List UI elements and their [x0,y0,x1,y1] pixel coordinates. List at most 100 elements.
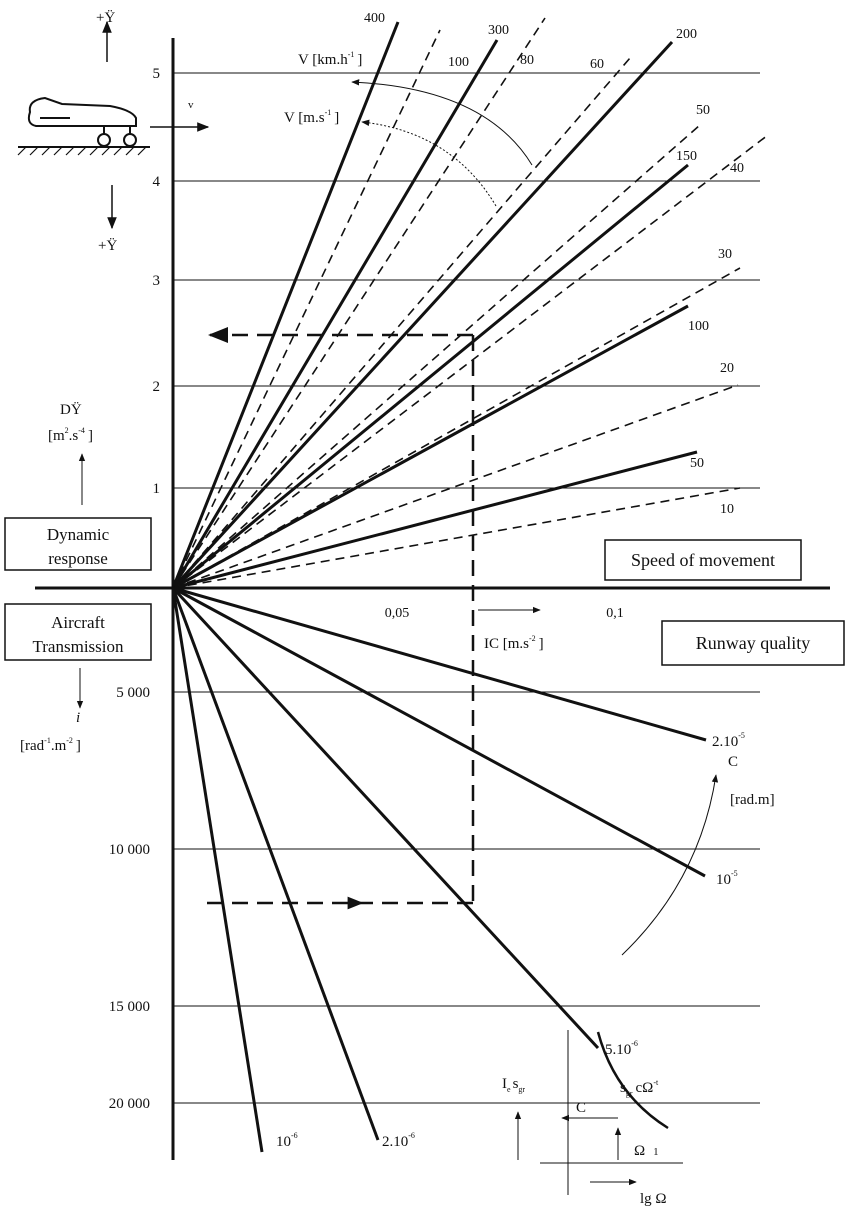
speed-line [171,40,674,590]
tick-label: 0,05 [385,606,410,621]
runway-line [172,586,707,742]
text: -1 [348,50,355,59]
arc [361,119,497,207]
text: 10 [276,1134,291,1150]
arc [621,774,719,956]
runway-line [172,586,706,878]
label: i [76,710,80,726]
text: s [620,1080,626,1096]
speed-label: 300 [488,23,509,38]
speed-line [172,29,441,589]
text: ] [76,738,81,754]
text: -5 [731,869,738,878]
text: V [km.h [298,52,348,68]
box [604,539,802,581]
speed-label: 30 [718,247,732,262]
speed-line [172,304,689,590]
runway-label: 10-6 [276,1131,298,1150]
speed-line [171,39,499,589]
speed-line [172,384,739,589]
text: 1 [653,1146,659,1158]
label: lg Ω [640,1191,667,1207]
tick-label: 5 [153,66,161,82]
box-label: Runway quality [696,633,811,653]
text: IC [m.s [484,636,529,652]
aircraft-icon [17,96,150,156]
text: ] [88,428,93,444]
tick-label: 4 [153,174,161,190]
box [4,517,152,571]
label: DŸ [60,401,82,418]
text: [rad [20,738,45,754]
example-path [203,327,475,905]
box-label: Dynamic [47,525,110,544]
text: -5 [738,731,745,740]
tick-label: 1 [153,481,161,497]
speed-line [172,134,769,589]
tick-label: 15 000 [109,999,150,1015]
runway-label: 5.10-6 [605,1039,638,1058]
speed-label: 50 [690,456,704,471]
box [661,620,845,666]
text: .s [69,428,79,444]
speed-label: 80 [520,53,534,68]
tick-label: 3 [153,273,161,289]
tick-label: 0,1 [606,606,624,621]
label: [rad.m] [730,792,775,808]
text: 10 [716,872,731,888]
tick-label: 20 000 [109,1096,150,1112]
box-label: response [48,549,107,568]
label: sgr cΩ-t [620,1078,659,1098]
inset [514,1030,683,1195]
label: V [km.h-1] [298,50,362,68]
arc [351,79,533,166]
tick-label: 10 000 [109,842,150,858]
speed-line [172,17,546,589]
speed-label: 400 [364,11,385,26]
text: ] [539,636,544,652]
text: 2.10 [382,1134,408,1150]
speed-label: 100 [448,55,469,70]
label: v [188,99,194,111]
runway-label: 2.10-5 [712,731,745,750]
text: -1 [44,736,51,745]
text: I [502,1076,507,1092]
label: +Ÿ [98,237,117,254]
speed-label: 10 [720,502,734,517]
runway-label: 2.10-6 [382,1131,415,1150]
text: 2.10 [712,734,738,750]
speed-line [171,21,400,589]
text: V [m.s [284,110,325,126]
label: V [m.s-1] [284,108,339,126]
box-label: Speed of movement [631,550,775,570]
speed-line [172,57,631,589]
tick-label: 2 [153,379,161,395]
runway-line [171,586,600,1050]
label: C [576,1100,586,1116]
text: -2 [66,736,73,745]
label: C [728,754,738,770]
text: -t [653,1078,659,1087]
speed-label: 150 [676,149,697,164]
text: Ω [634,1143,645,1159]
nomogram-lines [171,17,769,1153]
speed-label: 100 [688,319,709,334]
text: [m [48,428,65,444]
label: +Ÿ [96,9,115,26]
speed-label: 20 [720,361,734,376]
text: e [507,1085,511,1094]
runway-label: 10-5 [716,869,738,888]
speed-label: 60 [590,57,604,72]
text: 5.10 [605,1042,631,1058]
speed-label: 50 [696,103,710,118]
text: -6 [408,1131,415,1140]
box [4,603,152,661]
text: .m [51,738,67,754]
box-label: Transmission [32,637,124,656]
speed-line [172,267,741,589]
text: -2 [529,634,536,643]
tick-label: 5 000 [116,685,150,701]
text: 2 [65,426,69,435]
